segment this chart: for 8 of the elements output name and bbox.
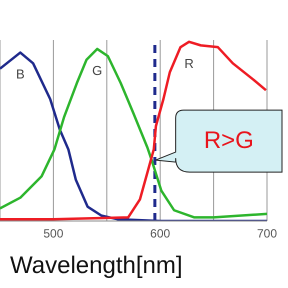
annotation: R>G bbox=[204, 127, 254, 154]
x-axis-title: Wavelength[nm] bbox=[10, 252, 183, 279]
x-tick-label: 500 bbox=[43, 226, 64, 241]
series-label: R bbox=[184, 56, 194, 71]
x-tick-label: 700 bbox=[256, 226, 278, 241]
series-label: G bbox=[92, 62, 102, 78]
x-tick-label: 600 bbox=[150, 226, 171, 241]
series-label: B bbox=[16, 66, 25, 82]
